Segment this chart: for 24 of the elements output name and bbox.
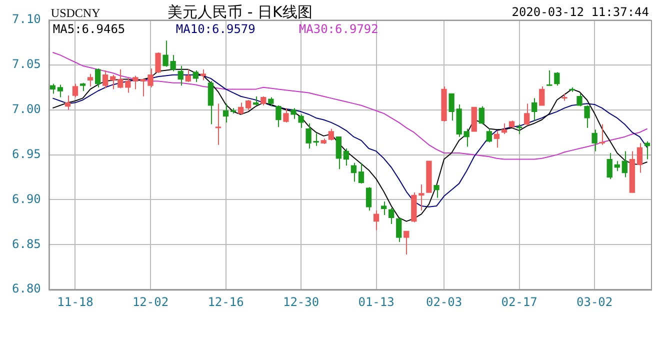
x-tick-label: 02-03 bbox=[426, 294, 462, 309]
x-tick-label: 12-30 bbox=[282, 294, 320, 309]
y-tick-label: 6.80 bbox=[12, 282, 41, 296]
y-tick-label: 7.00 bbox=[12, 102, 41, 116]
x-tick-label: 03-02 bbox=[576, 294, 613, 309]
text: 2020-03-12 11:37:44 bbox=[512, 5, 649, 19]
y-tick-label: 7.10 bbox=[12, 12, 41, 26]
y-tick-label: 6.95 bbox=[12, 146, 41, 161]
candlestick bbox=[584, 104, 590, 128]
chart-title: 美元人民币 - 日K线图 bbox=[168, 3, 312, 21]
x-tick-label: 11-18 bbox=[57, 294, 94, 309]
text: MA5:6.9465 bbox=[52, 22, 126, 36]
candlestick bbox=[283, 108, 289, 123]
candlestick bbox=[471, 106, 477, 132]
y-tick-label: 6.90 bbox=[12, 192, 41, 206]
text: MA30:6.9792 bbox=[298, 22, 378, 36]
text: MA10:6.9579 bbox=[176, 22, 256, 36]
y-tick-label: 7.05 bbox=[12, 57, 41, 72]
x-tick-label: 12-02 bbox=[132, 294, 169, 309]
x-tick-label: 02-17 bbox=[501, 294, 538, 309]
text: USDCNY bbox=[50, 6, 101, 20]
y-tick-label: 6.85 bbox=[12, 236, 41, 251]
x-tick-label: 12-16 bbox=[208, 294, 244, 309]
x-tick-label: 01-13 bbox=[358, 294, 394, 309]
